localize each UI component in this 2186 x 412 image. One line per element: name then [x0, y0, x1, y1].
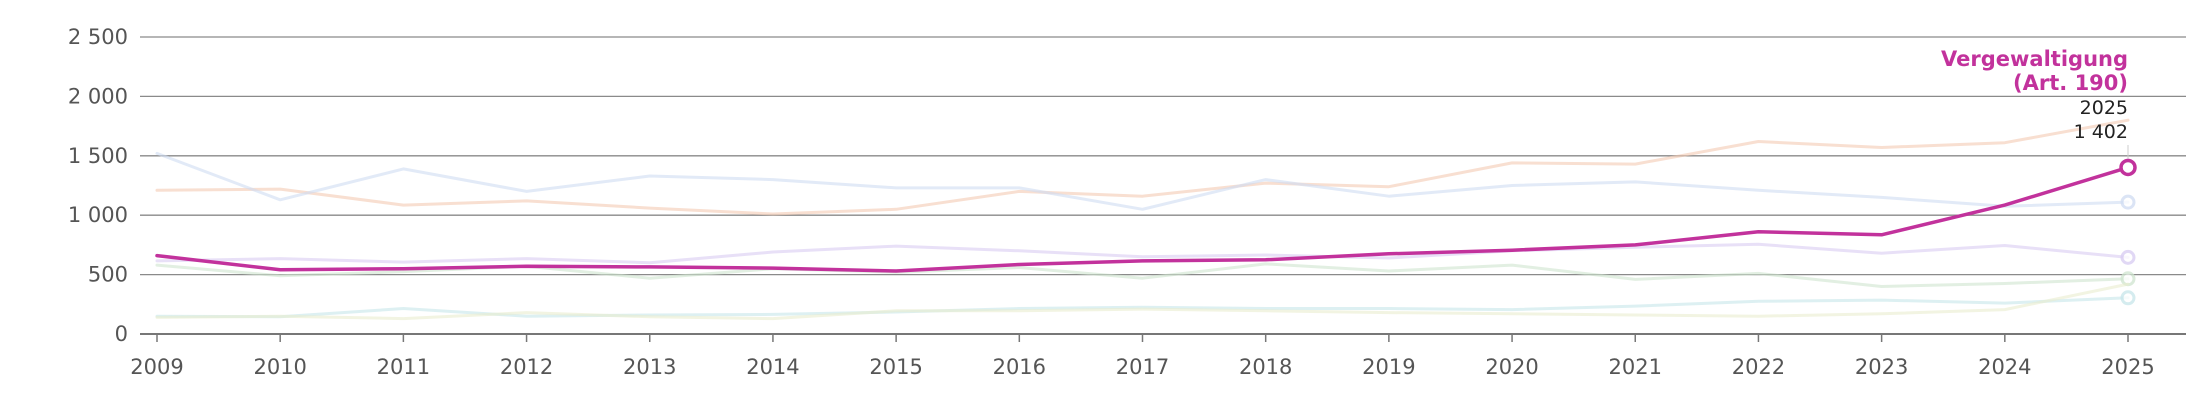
x-tick-label: 2013 — [623, 355, 676, 379]
highlight-annotation: Vergewaltigung (Art. 190) 2025 1 402 — [1941, 47, 2128, 143]
gridlines — [140, 36, 2186, 335]
series-line — [155, 151, 2130, 211]
series-end-point[interactable] — [2120, 249, 2136, 265]
x-tick-label: 2011 — [377, 355, 430, 379]
x-axis-ticks: 2009 2010 2011 2012 2013 2014 2015 2016 2017 2018… — [130, 334, 2155, 379]
x-tick-label: 2019 — [1362, 355, 1415, 379]
annotation-year: 2025 — [2080, 97, 2128, 119]
series-line — [155, 282, 2130, 321]
x-tick-label: 2015 — [869, 355, 922, 379]
series-line — [155, 242, 2130, 265]
annotation-title-line2: (Art. 190) — [2013, 71, 2128, 95]
x-tick-label: 2024 — [1978, 355, 2031, 379]
annotation-value: 1 402 — [2074, 121, 2128, 143]
x-tick-label: 2010 — [253, 355, 306, 379]
y-tick-label: 0 — [115, 322, 128, 346]
x-tick-label: 2017 — [1116, 355, 1169, 379]
y-tick-label: 2 000 — [68, 84, 128, 108]
x-tick-label: 2020 — [1485, 355, 1538, 379]
highlighted-end-point[interactable] — [2119, 158, 2137, 177]
x-tick-label: 2023 — [1855, 355, 1908, 379]
x-tick-label: 2016 — [993, 355, 1046, 379]
y-tick-label: 2 500 — [68, 25, 128, 49]
x-tick-label: 2012 — [500, 355, 553, 379]
series-lines — [155, 118, 2137, 321]
series-line — [155, 118, 2130, 216]
y-tick-label: 1 500 — [68, 144, 128, 168]
x-tick-label: 2021 — [1609, 355, 1662, 379]
y-tick-label: 500 — [88, 263, 128, 287]
x-tick-label: 2022 — [1732, 355, 1785, 379]
y-axis-ticks: 0 500 1 000 1 500 2 000 2 500 — [68, 25, 128, 346]
x-tick-label: 2009 — [130, 355, 183, 379]
x-tick-label: 2014 — [746, 355, 799, 379]
x-tick-label: 2025 — [2101, 355, 2154, 379]
series-end-point[interactable] — [2120, 290, 2136, 306]
y-tick-label: 1 000 — [68, 203, 128, 227]
annotation-title-line1: Vergewaltigung — [1941, 47, 2128, 71]
series-end-point[interactable] — [2120, 194, 2136, 210]
x-tick-label: 2018 — [1239, 355, 1292, 379]
highlighted-series-line — [155, 165, 2130, 273]
